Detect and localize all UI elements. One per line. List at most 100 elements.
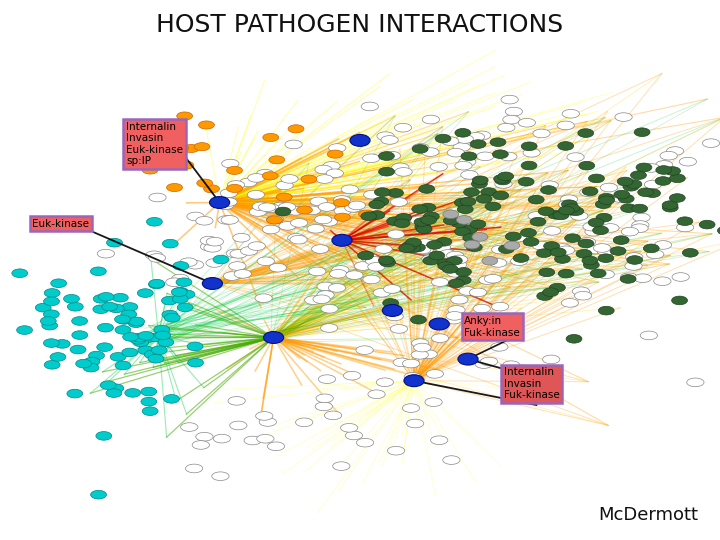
Ellipse shape: [596, 213, 612, 222]
Ellipse shape: [634, 128, 650, 137]
Ellipse shape: [288, 125, 304, 133]
Ellipse shape: [578, 238, 595, 246]
Ellipse shape: [217, 201, 234, 210]
Ellipse shape: [387, 217, 402, 226]
Ellipse shape: [445, 315, 462, 324]
Ellipse shape: [369, 211, 384, 219]
Ellipse shape: [597, 270, 614, 279]
Ellipse shape: [313, 295, 330, 303]
Ellipse shape: [633, 213, 650, 222]
Ellipse shape: [91, 490, 107, 499]
Ellipse shape: [416, 246, 433, 254]
Ellipse shape: [453, 143, 470, 151]
Ellipse shape: [392, 163, 409, 172]
Ellipse shape: [321, 305, 338, 313]
Ellipse shape: [220, 198, 237, 206]
Ellipse shape: [227, 166, 243, 174]
Ellipse shape: [631, 221, 649, 230]
Ellipse shape: [461, 152, 477, 160]
Ellipse shape: [410, 315, 426, 324]
Ellipse shape: [412, 205, 428, 213]
Ellipse shape: [442, 265, 458, 273]
Ellipse shape: [495, 176, 510, 185]
Ellipse shape: [377, 132, 394, 140]
Ellipse shape: [395, 123, 412, 132]
Ellipse shape: [221, 215, 238, 224]
Ellipse shape: [138, 289, 153, 298]
Ellipse shape: [537, 292, 553, 300]
Ellipse shape: [387, 230, 405, 239]
Ellipse shape: [433, 243, 451, 252]
Ellipse shape: [262, 225, 279, 234]
Ellipse shape: [647, 250, 664, 259]
Ellipse shape: [531, 381, 548, 390]
Ellipse shape: [43, 310, 59, 319]
Ellipse shape: [269, 264, 287, 272]
Ellipse shape: [518, 178, 534, 186]
Ellipse shape: [614, 190, 630, 199]
Ellipse shape: [166, 278, 183, 287]
Ellipse shape: [457, 205, 473, 213]
Ellipse shape: [200, 242, 217, 251]
Ellipse shape: [536, 249, 552, 258]
Ellipse shape: [461, 171, 478, 179]
Ellipse shape: [279, 221, 296, 230]
Ellipse shape: [407, 419, 424, 428]
Ellipse shape: [379, 167, 395, 176]
Ellipse shape: [656, 166, 672, 174]
Ellipse shape: [427, 241, 443, 249]
Ellipse shape: [431, 334, 449, 342]
Ellipse shape: [42, 321, 58, 330]
Text: HOST PATHOGEN INTERACTIONS: HOST PATHOGEN INTERACTIONS: [156, 14, 564, 37]
Ellipse shape: [404, 373, 421, 381]
Ellipse shape: [178, 161, 194, 169]
Ellipse shape: [316, 394, 333, 403]
Ellipse shape: [426, 369, 444, 378]
Ellipse shape: [631, 204, 647, 213]
Ellipse shape: [381, 151, 398, 160]
Ellipse shape: [523, 148, 540, 157]
Ellipse shape: [180, 258, 197, 267]
Text: Internalin
Invasin
Euk-kinase
sp:lP: Internalin Invasin Euk-kinase sp:lP: [126, 122, 183, 166]
Ellipse shape: [480, 357, 498, 366]
Ellipse shape: [350, 134, 370, 146]
Ellipse shape: [262, 172, 278, 180]
Ellipse shape: [636, 163, 652, 172]
Ellipse shape: [564, 204, 580, 212]
Ellipse shape: [256, 170, 274, 178]
Ellipse shape: [54, 340, 70, 348]
Ellipse shape: [161, 296, 177, 305]
Ellipse shape: [247, 191, 264, 199]
Ellipse shape: [593, 226, 608, 235]
Ellipse shape: [422, 115, 439, 124]
Ellipse shape: [416, 225, 432, 233]
Ellipse shape: [373, 288, 390, 297]
Ellipse shape: [588, 218, 604, 227]
Ellipse shape: [318, 202, 336, 211]
Ellipse shape: [252, 202, 269, 211]
Ellipse shape: [326, 169, 343, 178]
Ellipse shape: [303, 206, 320, 215]
Ellipse shape: [395, 167, 413, 176]
Ellipse shape: [503, 116, 520, 124]
Ellipse shape: [411, 350, 428, 359]
Ellipse shape: [202, 278, 222, 289]
Ellipse shape: [290, 219, 307, 227]
Ellipse shape: [437, 259, 453, 267]
Ellipse shape: [192, 441, 210, 449]
Ellipse shape: [363, 154, 380, 163]
Ellipse shape: [172, 295, 188, 303]
Ellipse shape: [436, 238, 451, 246]
Ellipse shape: [422, 148, 439, 157]
Ellipse shape: [317, 291, 334, 299]
Ellipse shape: [699, 220, 715, 229]
Ellipse shape: [323, 161, 340, 170]
Ellipse shape: [138, 332, 154, 340]
Ellipse shape: [541, 181, 559, 190]
Ellipse shape: [354, 262, 372, 271]
Ellipse shape: [40, 316, 56, 325]
Ellipse shape: [228, 181, 245, 190]
Ellipse shape: [125, 389, 140, 397]
Ellipse shape: [554, 244, 571, 252]
Ellipse shape: [598, 306, 614, 315]
